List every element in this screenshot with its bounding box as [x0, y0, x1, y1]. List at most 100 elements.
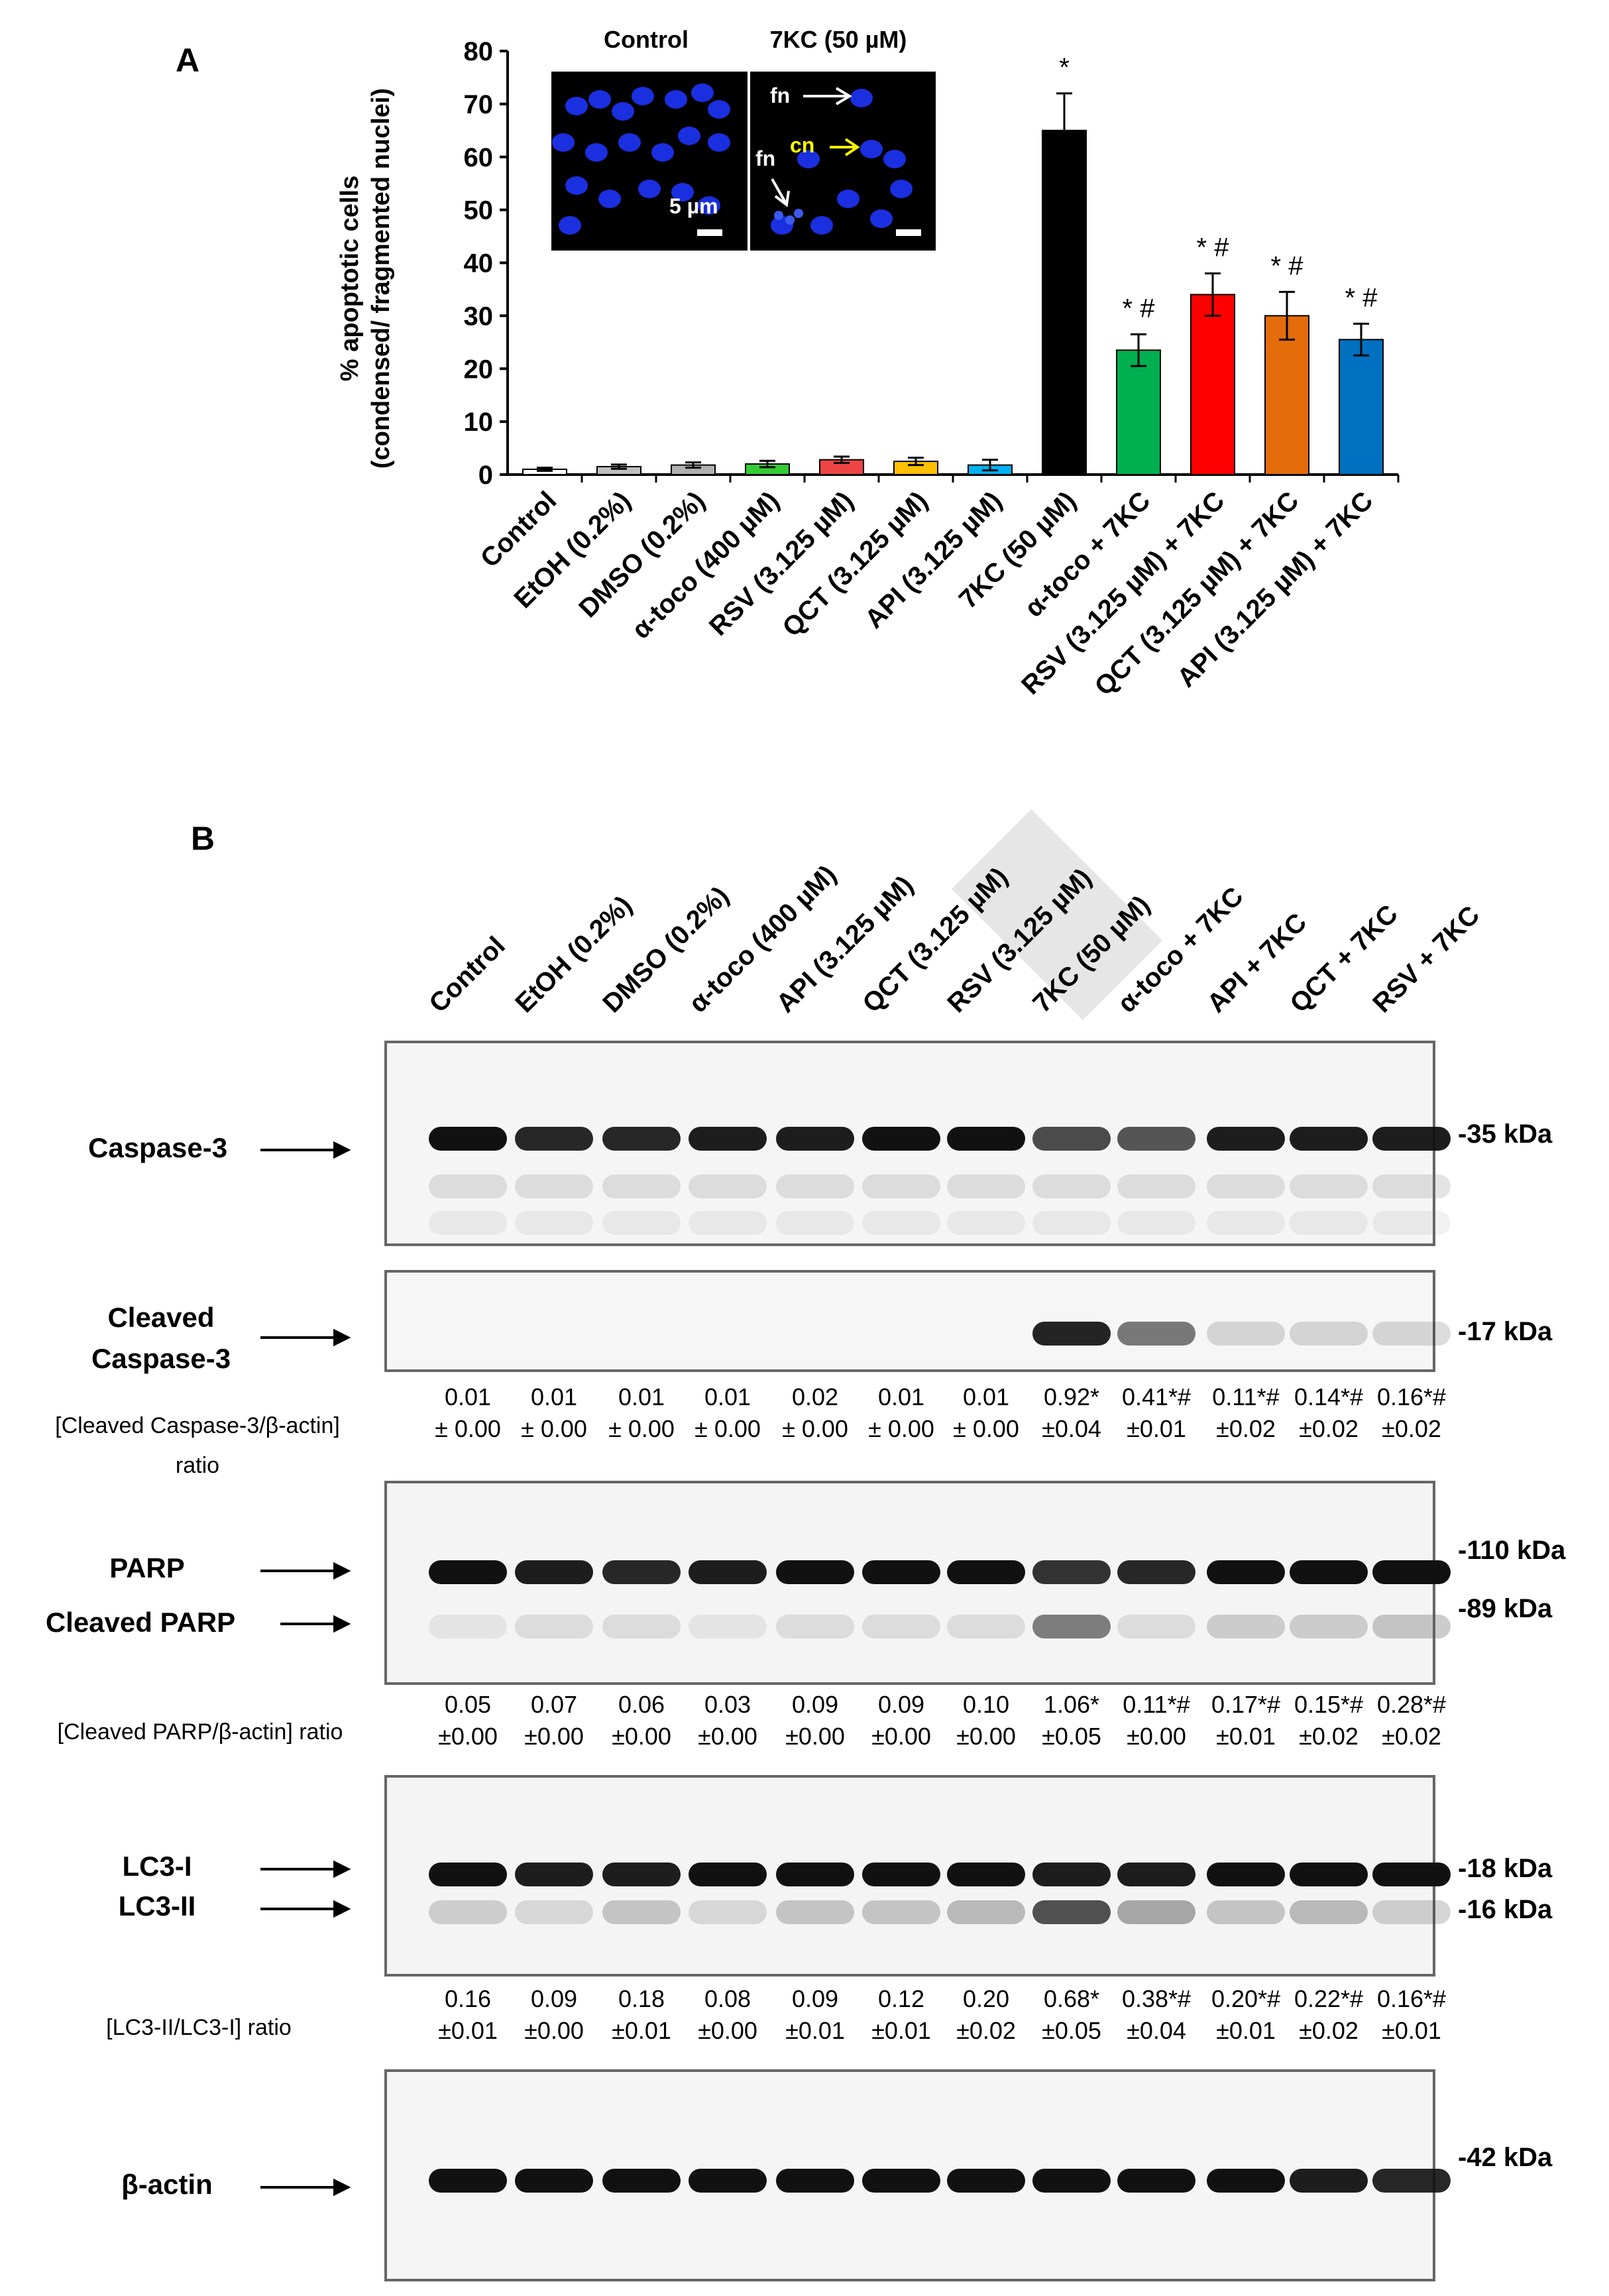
band-cleaved-caspase3: [1032, 1322, 1111, 1346]
band-caspase3: [1290, 1127, 1368, 1151]
ratio-lc3-value: 0.09: [792, 1985, 838, 2012]
ratio-cleaved-parp-value: 0.06: [618, 1691, 665, 1718]
band-lc3-ii: [1117, 1900, 1195, 1924]
ratio-lc3-value: 0.16: [445, 1985, 491, 2012]
ratio-cleaved-caspase3-error: ±0.04: [1042, 1415, 1101, 1442]
band-parp: [1207, 1560, 1285, 1584]
nucleus: [708, 100, 730, 119]
ratio-cleaved-caspase3-value: 0.01: [963, 1383, 1009, 1410]
band-caspase3-faint: [947, 1175, 1025, 1198]
arrow-cleaved-parp-head: [333, 1615, 351, 1633]
ratio-cleaved-parp-value: 0.15*#: [1294, 1691, 1363, 1718]
scale-bar-control: [697, 229, 722, 236]
lane-label: API + 7KC: [1201, 907, 1312, 1018]
ratio-cleaved-parp-error: ±0.00: [871, 1723, 931, 1750]
lane-label: α-toco + 7KC: [1112, 882, 1248, 1018]
nucleus: [860, 140, 883, 158]
label-actin: β-actin: [121, 2169, 213, 2200]
band-cleaved-caspase3: [1290, 1322, 1368, 1346]
band-parp: [1032, 1560, 1111, 1584]
kda-cleaved-parp: -89 kDa: [1458, 1594, 1553, 1623]
band-caspase3-faint: [1117, 1175, 1195, 1198]
ratio-lc3-value: 0.16*#: [1377, 1985, 1446, 2012]
microscopy-inset: Control 7KC (50 µM) 5 µm fn cn fn: [551, 26, 936, 251]
y-tick-label: 80: [464, 37, 494, 66]
significance-mark: * #: [1197, 233, 1230, 262]
band-cleaved-parp: [1290, 1615, 1368, 1638]
band-cleaved-parp: [1117, 1615, 1195, 1638]
ratio-cleaved-parp-error: ±0.00: [438, 1723, 498, 1750]
nucleus: [850, 89, 873, 107]
arrow-actin-head: [333, 2178, 351, 2197]
band-caspase3-faint2: [776, 1211, 854, 1235]
band-lc3-i: [776, 1863, 854, 1886]
ratio-lc3-value: 0.18: [618, 1985, 665, 2012]
ratio-cleaved-caspase3-value: 0.41*#: [1122, 1383, 1191, 1410]
x-tick-label: α-toco + 7KC: [1019, 486, 1156, 622]
band-caspase3: [1207, 1127, 1285, 1151]
lane-label: RSV (3.125 µM): [942, 863, 1097, 1018]
band-cleaved-parp: [429, 1615, 507, 1638]
band-cleaved-parp: [602, 1615, 681, 1638]
band-caspase3-faint2: [1207, 1211, 1285, 1235]
y-tick-label: 50: [464, 196, 494, 225]
label-lc3-ii: LC3-II: [119, 1890, 196, 1922]
nucleus-fragment: [774, 211, 783, 220]
fn-arrow-top-head: [835, 87, 852, 105]
ratio-cleaved-parp-error: ±0.00: [612, 1723, 671, 1750]
nucleus: [552, 133, 575, 152]
y-axis-title: % apoptotic cells (condensed/ fragmented…: [336, 88, 395, 469]
chart-a-bars: * * # * # * # * #: [522, 53, 1384, 476]
band-lc3-ii: [1372, 1900, 1451, 1924]
ratio-cleaved-caspase3-error: ±0.01: [1127, 1415, 1186, 1442]
chart-a-axes: 0 10 20 30 40 50 60 70 80: [464, 37, 1400, 490]
lane-label: QCT (3.125 µM): [857, 862, 1013, 1018]
fn-label-bottom: fn: [755, 146, 775, 170]
blot-lc3: [384, 1775, 1435, 1977]
ratio-lc3-error: ±0.01: [1382, 2017, 1441, 2044]
significance-mark: * #: [1123, 294, 1156, 323]
kda-lc3-ii: -16 kDa: [1458, 1895, 1553, 1924]
band-caspase3: [1117, 1127, 1195, 1151]
y-tick-label: 30: [464, 302, 494, 331]
band-actin: [1207, 2169, 1285, 2193]
band-cleaved-parp: [862, 1615, 940, 1638]
blot-cleaved-caspase3: [384, 1270, 1435, 1372]
y-tick-label: 10: [464, 408, 494, 437]
inset-label-control: Control: [604, 26, 689, 53]
ratio-lc3-value: 0.22*#: [1294, 1985, 1363, 2012]
nucleus: [708, 133, 730, 152]
y-tick-label: 60: [464, 143, 494, 172]
significance-mark: * #: [1271, 251, 1304, 280]
blot-caspase3: [384, 1041, 1435, 1246]
fn-label-top: fn: [770, 84, 790, 107]
band-caspase3-faint2: [429, 1211, 507, 1235]
band-actin: [602, 2169, 681, 2193]
ratio-cleaved-parp-value: 0.28*#: [1377, 1691, 1446, 1718]
ratio-lc3-error: ±0.01: [612, 2017, 671, 2044]
arrow-cleaved-caspase3-head: [333, 1328, 351, 1347]
nucleus: [565, 97, 588, 115]
ratio-cleaved-parp-error: ±0.00: [785, 1723, 845, 1750]
ratio-cleaved-parp-error: ±0.00: [1127, 1723, 1186, 1750]
band-parp: [602, 1560, 681, 1584]
nucleus: [588, 90, 611, 109]
ratio-lc3-error: ±0.04: [1127, 2017, 1186, 2044]
ratio-cleaved-parp-value: 0.09: [878, 1691, 924, 1718]
band-lc3-ii: [602, 1900, 681, 1924]
nucleus: [883, 150, 906, 168]
band-caspase3: [862, 1127, 940, 1151]
ratio-label-lc3: [LC3-II/LC3-I] ratio: [106, 2015, 292, 2040]
arrow-caspase3-head: [333, 1141, 351, 1159]
label-cleaved-parp: Cleaved PARP: [46, 1607, 235, 1638]
band-actin: [1032, 2169, 1111, 2193]
ratio-cleaved-caspase3-value: 0.01: [878, 1383, 924, 1410]
band-caspase3-faint: [862, 1175, 940, 1198]
ratio-cleaved-caspase3-value: 0.16*#: [1377, 1383, 1446, 1410]
label-cleaved-caspase3-2: Caspase-3: [91, 1343, 231, 1374]
ratio-cleaved-parp-value: 0.07: [531, 1691, 577, 1718]
y-tick-label: 0: [478, 461, 493, 490]
band-caspase3-faint: [689, 1175, 767, 1198]
